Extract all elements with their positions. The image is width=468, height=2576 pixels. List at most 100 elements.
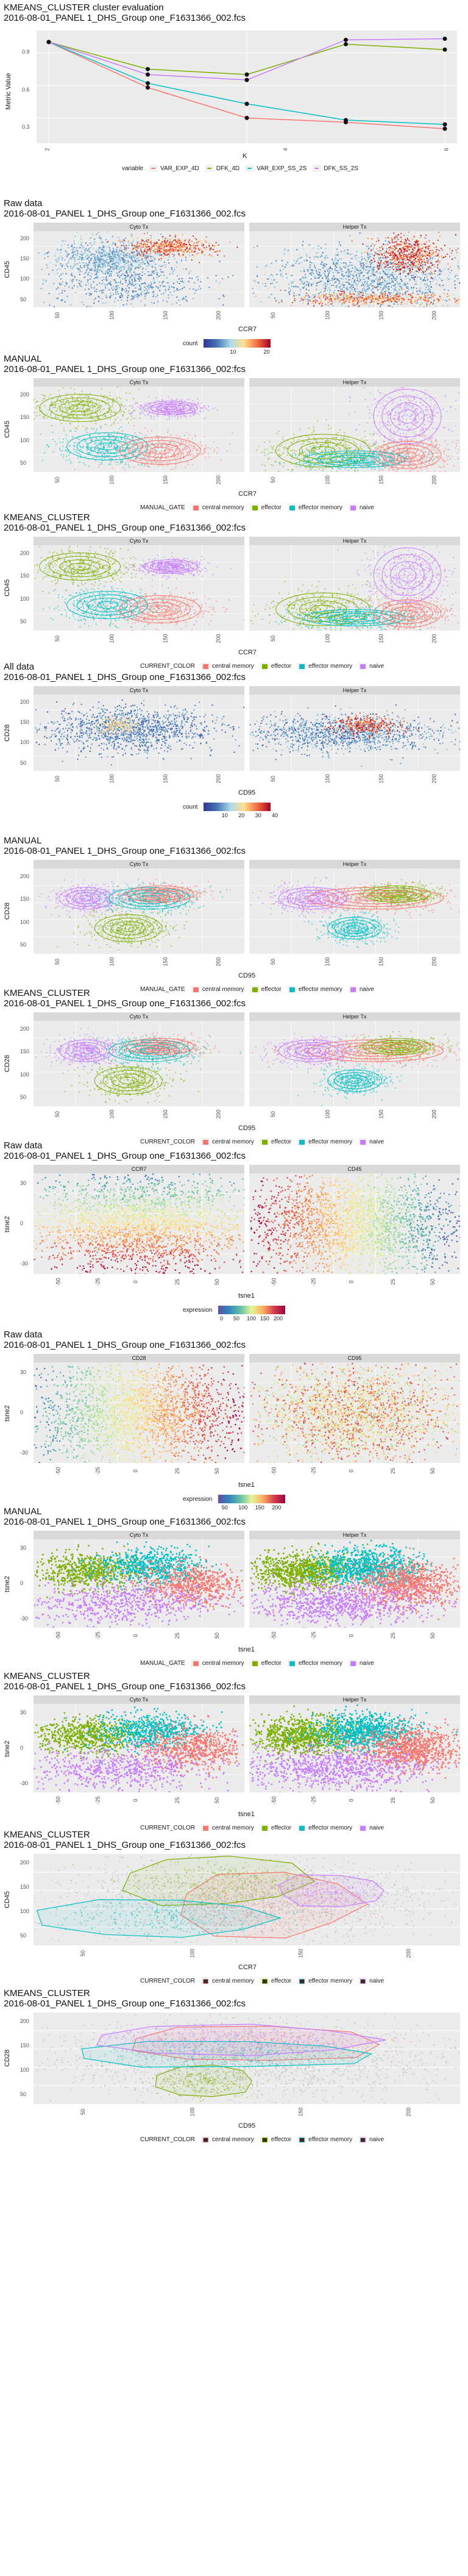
data-point [93, 254, 95, 256]
data-point [381, 295, 383, 297]
data-point [352, 273, 353, 275]
data-point [201, 252, 203, 254]
data-point [149, 242, 151, 243]
data-point [86, 402, 88, 404]
data-point [413, 259, 415, 260]
data-point [327, 274, 329, 276]
data-point [69, 387, 71, 389]
data-point [327, 280, 328, 282]
data-point [344, 37, 348, 42]
data-point [105, 403, 107, 405]
data-point [114, 301, 115, 302]
data-point [399, 254, 401, 256]
data-point [62, 281, 63, 282]
data-point [323, 272, 325, 274]
data-point [142, 409, 144, 411]
data-point [34, 412, 35, 413]
data-point [424, 255, 426, 257]
data-point [330, 267, 332, 268]
data-point [112, 266, 114, 268]
data-point [153, 416, 155, 418]
data-point [79, 253, 81, 255]
data-point [44, 405, 46, 407]
data-point [114, 279, 116, 281]
data-point [342, 298, 344, 299]
data-point [410, 251, 412, 253]
data-point [51, 425, 52, 427]
data-point [182, 246, 183, 248]
data-point [224, 255, 225, 257]
data-point [440, 285, 442, 287]
data-point [385, 273, 386, 274]
data-point [119, 282, 121, 284]
data-point [165, 252, 167, 254]
data-point [174, 239, 176, 241]
data-point [303, 267, 305, 268]
data-point [80, 243, 82, 245]
data-point [196, 276, 197, 278]
data-point [136, 249, 138, 251]
data-point [391, 300, 393, 302]
data-point [102, 259, 104, 261]
data-point [391, 242, 393, 243]
data-point [178, 402, 180, 404]
data-point [140, 243, 142, 245]
data-point [153, 290, 155, 292]
data-point [50, 413, 52, 415]
data-point [397, 303, 399, 305]
data-point [373, 258, 375, 260]
data-point [182, 268, 184, 270]
data-point [102, 242, 104, 243]
data-point [118, 262, 119, 264]
x-tick: 100 [325, 310, 331, 320]
data-point [423, 273, 425, 274]
data-point [71, 273, 73, 274]
data-point [74, 417, 76, 418]
data-point [194, 249, 196, 251]
data-point [101, 242, 102, 244]
data-point [140, 293, 141, 295]
data-point [392, 255, 394, 257]
data-point [284, 249, 286, 250]
data-point [92, 263, 94, 265]
legend-title: variable [122, 165, 143, 172]
data-point [134, 260, 136, 262]
data-point [184, 242, 185, 244]
data-point [134, 281, 136, 282]
data-point [410, 301, 411, 303]
data-point [363, 275, 364, 277]
data-point [354, 300, 356, 302]
data-point [367, 249, 369, 251]
data-point [430, 271, 432, 273]
data-point [405, 276, 406, 277]
data-point [379, 246, 381, 248]
data-point [341, 251, 342, 252]
data-point [408, 265, 410, 267]
data-point [102, 409, 104, 410]
data-point [437, 240, 439, 241]
data-point [424, 284, 425, 285]
data-point [408, 243, 410, 245]
data-point [315, 277, 317, 279]
data-point [129, 279, 130, 281]
data-point [414, 244, 416, 246]
data-point [123, 260, 125, 262]
data-point [117, 265, 119, 267]
data-point [336, 298, 338, 300]
data-point [81, 245, 83, 246]
data-point [419, 237, 421, 238]
data-point [52, 404, 53, 406]
data-point [378, 258, 380, 260]
data-point [425, 280, 427, 282]
data-point [438, 253, 439, 255]
data-point [140, 286, 141, 287]
data-point [129, 256, 130, 258]
data-point [406, 257, 408, 259]
data-point [426, 302, 428, 304]
data-point [430, 258, 431, 260]
data-point [110, 251, 112, 252]
data-point [393, 297, 395, 299]
data-point [58, 268, 60, 270]
data-point [305, 281, 307, 282]
data-point [328, 268, 330, 270]
